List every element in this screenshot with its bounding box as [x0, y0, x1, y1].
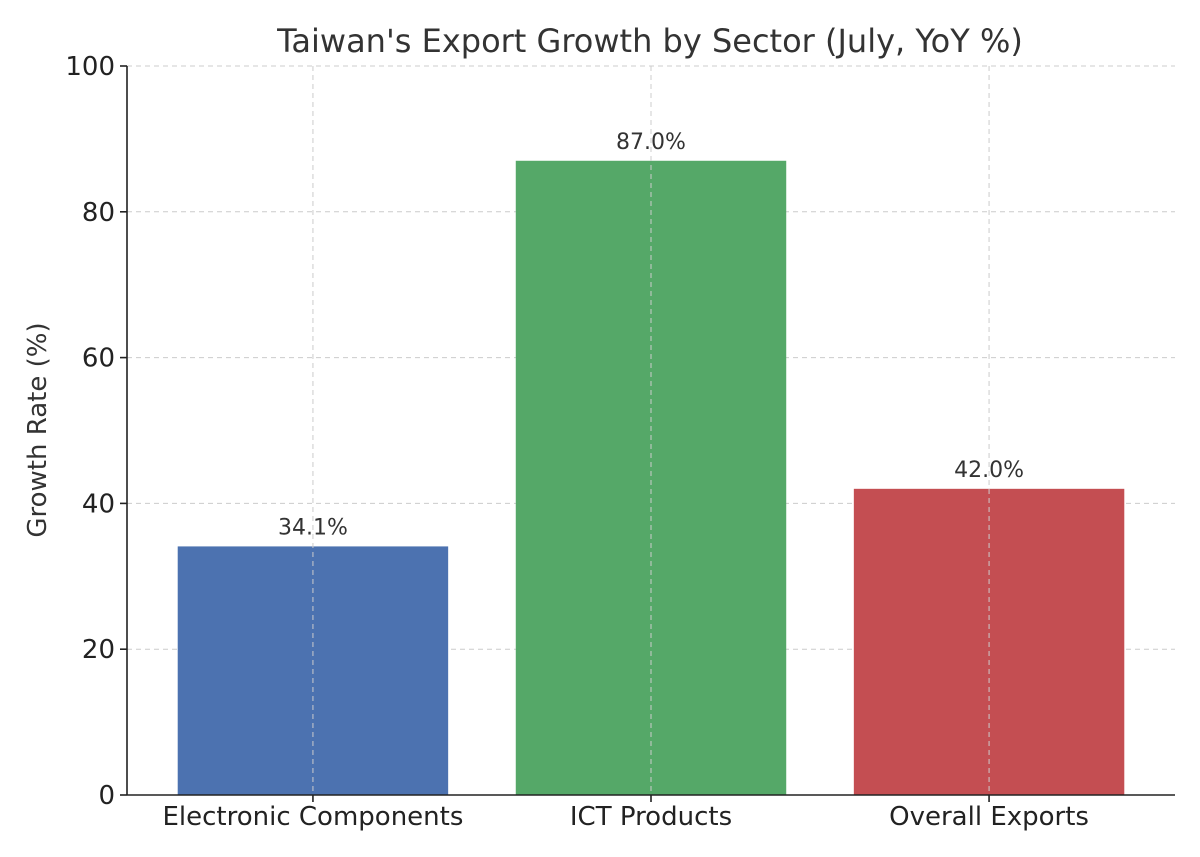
y-tick-label: 40	[82, 489, 115, 519]
y-tick-label: 0	[98, 781, 115, 811]
y-tick-label: 60	[82, 344, 115, 374]
bar-value-label: 42.0%	[954, 458, 1024, 483]
x-category-label: ICT Products	[570, 802, 732, 832]
y-tick-label: 80	[82, 198, 115, 228]
vertical-grid-lines	[312, 66, 990, 795]
chart-title: Taiwan's Export Growth by Sector (July, …	[276, 22, 1023, 60]
x-category-label: Overall Exports	[889, 802, 1089, 832]
y-tick-label: 20	[82, 635, 115, 665]
y-tick-label: 100	[65, 52, 115, 82]
x-category-labels: Electronic Components ICT Products Overall…	[162, 802, 1089, 832]
bar-value-label: 87.0%	[616, 130, 686, 155]
y-ticks: 0 20 40 60 80 100	[65, 52, 990, 811]
bar-value-label: 34.1%	[278, 515, 348, 540]
data-labels: 34.1% 87.0% 42.0%	[278, 130, 1024, 541]
x-category-label: Electronic Components	[162, 802, 463, 832]
y-axis-label: Growth Rate (%)	[23, 322, 53, 537]
